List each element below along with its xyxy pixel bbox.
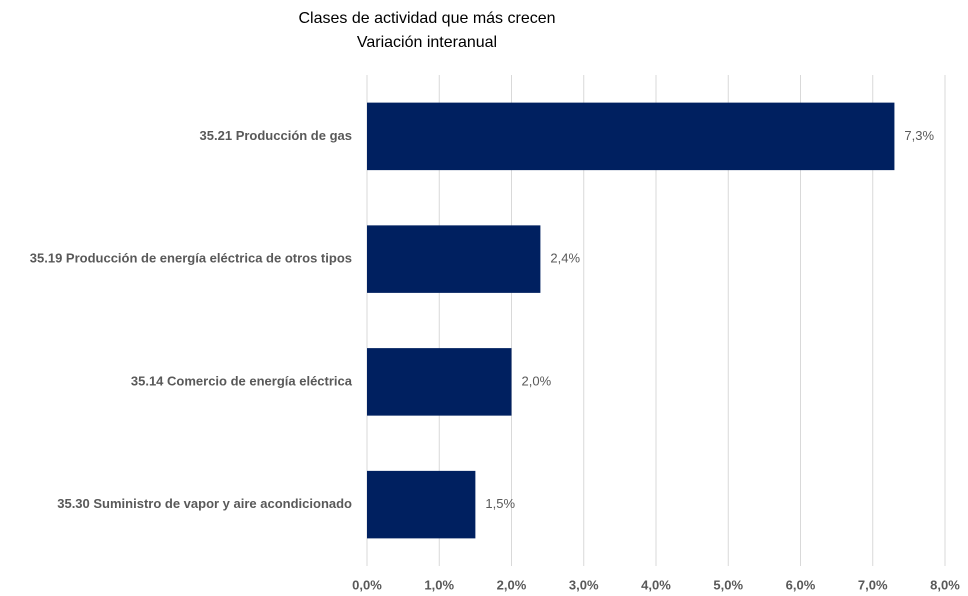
x-tick-label: 5,0% (713, 577, 743, 592)
bar (367, 470, 476, 539)
x-tick-label: 7,0% (858, 577, 888, 592)
x-tick-label: 8,0% (930, 577, 960, 592)
bar (367, 102, 895, 171)
data-label: 2,0% (522, 373, 552, 388)
chart-title: Clases de actividad que más crecen (298, 10, 555, 27)
chart-subtitle: Variación interanual (357, 34, 497, 51)
x-tick-label: 1,0% (424, 577, 454, 592)
bar (367, 348, 512, 416)
y-tick-label: 35.19 Producción de energía eléctrica de… (30, 251, 352, 266)
x-tick-label: 2,0% (497, 577, 527, 592)
data-label: 2,4% (550, 251, 580, 266)
y-tick-label: 35.21 Producción de gas (200, 128, 352, 143)
x-tick-label: 6,0% (786, 577, 816, 592)
data-label: 7,3% (904, 128, 934, 143)
x-tick-label: 4,0% (641, 577, 671, 592)
y-tick-label: 35.14 Comercio de energía eléctrica (131, 373, 353, 388)
x-tick-label: 0,0% (352, 577, 382, 592)
y-tick-label: 35.30 Suministro de vapor y aire acondic… (57, 496, 352, 511)
bar (367, 225, 541, 293)
x-tick-label: 3,0% (569, 577, 599, 592)
data-label: 1,5% (485, 496, 515, 511)
